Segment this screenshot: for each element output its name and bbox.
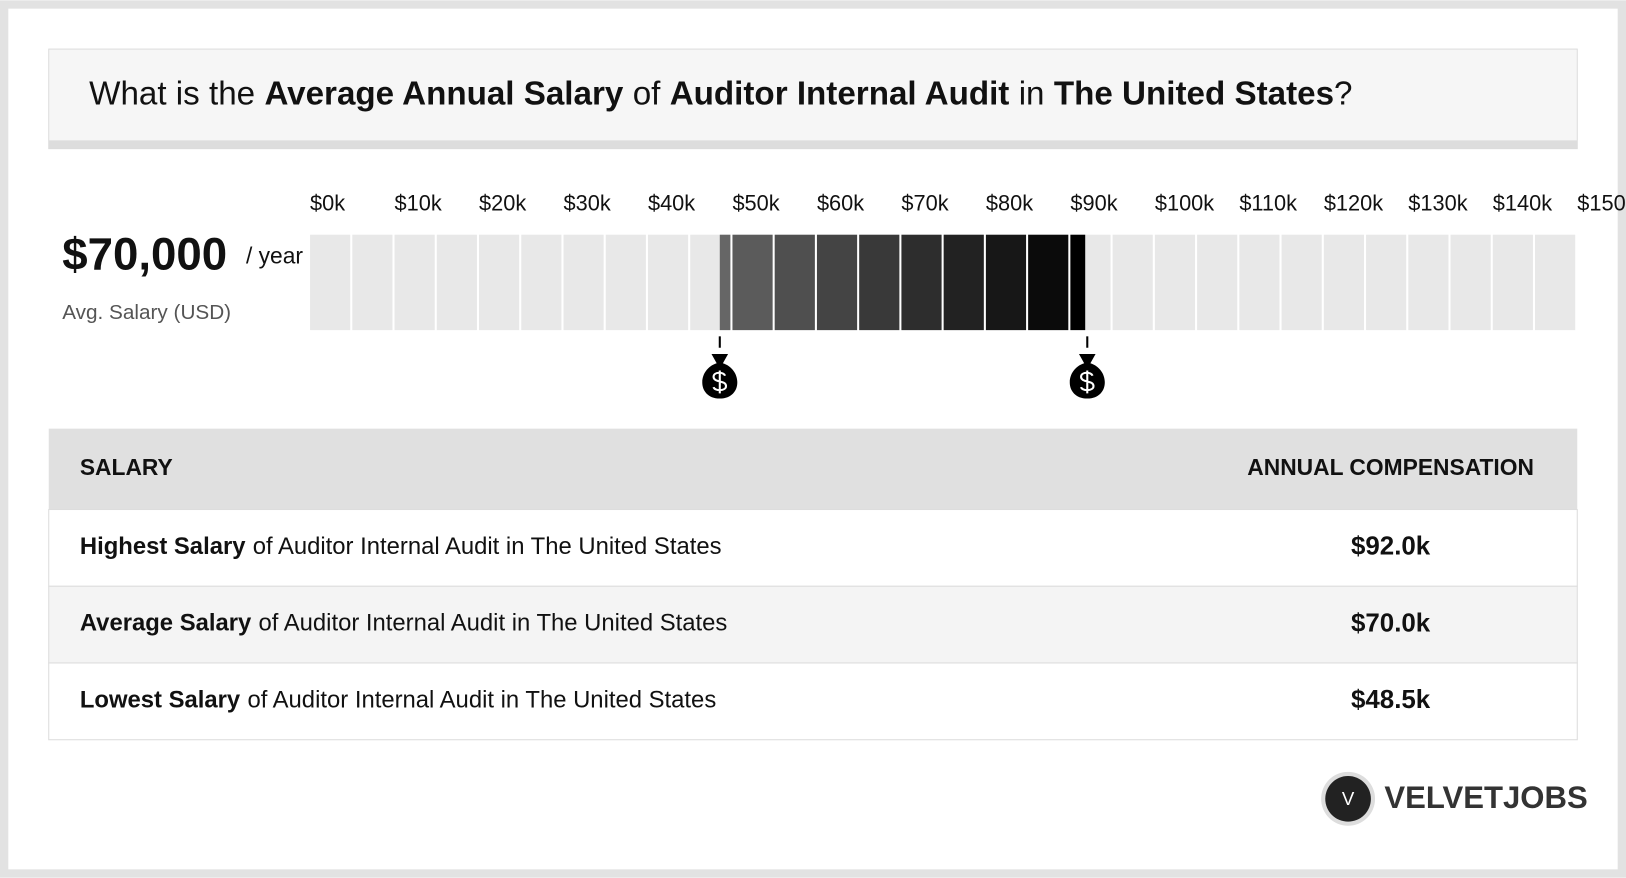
column-header: SALARY <box>80 454 173 480</box>
tick-label: $50k <box>732 190 779 215</box>
scale-cell <box>563 234 604 331</box>
scale-cell <box>1408 234 1449 331</box>
tick-label: $0k <box>310 190 345 215</box>
row-value: $70.0k <box>1351 609 1431 637</box>
table-row <box>48 585 1578 664</box>
range-segment <box>943 234 984 331</box>
scale-cell <box>352 234 393 331</box>
column-header: ANNUAL COMPENSATION <box>1247 454 1534 480</box>
logo <box>1325 776 1371 822</box>
tick-label: $130k <box>1408 190 1467 215</box>
range-segment <box>816 234 858 331</box>
tick-label: $150k+ <box>1577 190 1626 215</box>
tick-label: $20k <box>479 190 526 215</box>
scale-cell <box>1239 234 1280 331</box>
title-part: in <box>1019 76 1045 113</box>
scale-cell <box>647 234 689 331</box>
row-label: Highest Salary of Auditor Internal Audit … <box>80 533 722 560</box>
scale-cell <box>1450 234 1491 331</box>
tick-label: $100k <box>1155 190 1214 215</box>
scale-cell <box>605 234 646 331</box>
salary-scale: $0k $10k $20k $30k $40k $50k $60k $70k $80k $90k $… <box>310 190 1626 399</box>
scale-cell <box>479 234 520 331</box>
logo-letter: V <box>1342 788 1355 809</box>
row-value: $48.5k <box>1351 686 1431 714</box>
row-label-bold: Average Salary <box>80 610 252 637</box>
tick-label: $40k <box>648 190 695 215</box>
scale-cell <box>1366 234 1407 331</box>
range-marker <box>1069 336 1105 399</box>
table-row <box>48 508 1578 587</box>
title-part: Average Annual Salary <box>264 76 623 113</box>
row-label-rest: of Auditor Internal Audit in The United … <box>259 610 728 637</box>
tick-label: $30k <box>564 190 611 215</box>
range-segment <box>985 234 1027 331</box>
row-label: Average Salary of Auditor Internal Audit … <box>80 610 728 637</box>
title-part: What is the <box>89 76 255 113</box>
scale-cell <box>1323 234 1364 331</box>
scale-cell <box>1281 234 1322 331</box>
scale-cell <box>1492 234 1533 331</box>
scale-cell <box>310 234 351 331</box>
scale-cell <box>521 234 562 331</box>
table-header <box>48 428 1578 510</box>
unit: / year <box>246 243 303 269</box>
range-segment <box>1028 234 1069 331</box>
tick-label: $110k <box>1239 190 1297 215</box>
row-label-rest: of Auditor Internal Audit in The United … <box>247 687 716 714</box>
scale-cell <box>1154 234 1196 331</box>
header-band <box>48 140 1578 149</box>
row-label-rest: of Auditor Internal Audit in The United … <box>253 533 722 560</box>
table-body: Highest Salary of Auditor Internal Audit … <box>48 508 1578 741</box>
title-part: Auditor Internal Audit <box>670 76 1010 113</box>
row-label-bold: Highest Salary <box>80 533 246 560</box>
scale-cell <box>394 234 435 331</box>
header-box <box>48 48 1578 150</box>
tick-label: $90k <box>1070 190 1117 215</box>
tick-label: $60k <box>817 190 864 215</box>
range-segment <box>859 234 900 331</box>
scale-cell <box>1197 234 1238 331</box>
money-sign <box>1080 370 1095 394</box>
scale-cell <box>1535 234 1576 331</box>
table-row <box>48 662 1578 741</box>
title-part: of <box>633 76 661 113</box>
range-segment <box>719 234 731 331</box>
amount: $70,000 <box>62 229 227 280</box>
title-part: ? <box>1334 76 1352 113</box>
money-sign <box>712 370 728 394</box>
row-label-bold: Lowest Salary <box>80 687 241 714</box>
tick-label: $10k <box>395 190 442 215</box>
range-segment <box>732 234 773 331</box>
title: What is the Average Annual Salary of Audito… <box>89 76 1352 113</box>
scale-cell <box>436 234 477 331</box>
tick-label: $140k <box>1493 190 1552 215</box>
tick-label: $70k <box>901 190 948 215</box>
range-segment <box>1070 234 1086 331</box>
title-part: The United States <box>1054 76 1334 113</box>
scale-cell <box>1112 234 1153 331</box>
range-segment <box>901 234 942 331</box>
range-marker <box>702 336 738 399</box>
tick-label: $120k <box>1324 190 1383 215</box>
salary-amount: $70,000 / year <box>62 229 303 280</box>
range-segment <box>774 234 815 331</box>
tick-label: $80k <box>986 190 1033 215</box>
salary-caption: Avg. Salary (USD) <box>62 301 231 324</box>
brand-name: VELVETJOBS <box>1384 780 1587 815</box>
row-label: Lowest Salary of Auditor Internal Audit i… <box>80 687 716 714</box>
row-value: $92.0k <box>1351 533 1431 561</box>
